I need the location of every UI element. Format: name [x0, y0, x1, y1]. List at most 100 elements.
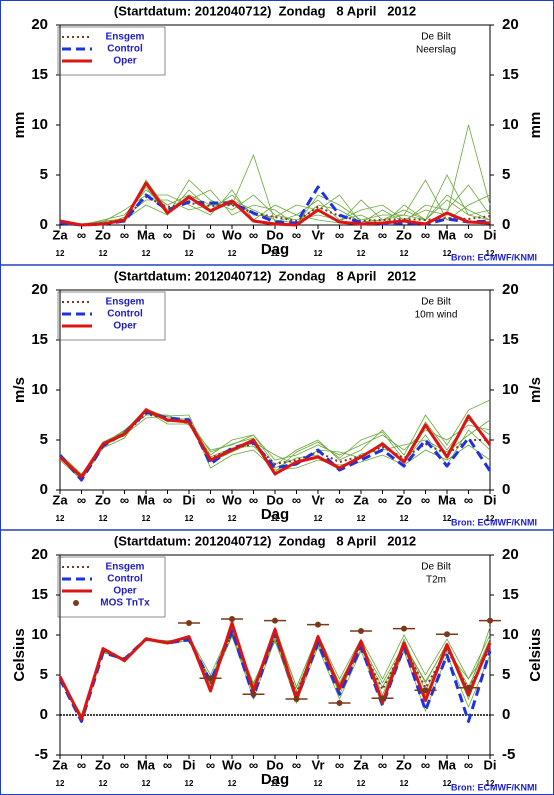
legend-label: Oper: [113, 586, 136, 597]
y2-tick-label: 10: [502, 381, 519, 398]
x-sublabel: 12: [486, 249, 495, 258]
mos-point: [487, 617, 493, 624]
y2-tick-label: 15: [502, 66, 519, 83]
x-tick-label: Ma: [137, 757, 156, 772]
mos-point: [444, 631, 450, 638]
x-sublabel: 12: [314, 249, 323, 258]
y-tick-label: 0: [40, 481, 48, 498]
x-sublabel: 12: [314, 779, 323, 788]
x-tick-label: ∞: [335, 492, 344, 507]
x-tick-label: ∞: [292, 757, 301, 772]
y-tick-label: -5: [35, 746, 48, 763]
ensemble-member: [59, 414, 491, 475]
x-tick-label: Di: [484, 757, 497, 772]
x-tick-label: Za: [52, 492, 68, 507]
x-tick-label: Di: [183, 492, 196, 507]
mos-point: [465, 684, 472, 691]
x-tick-label: ∞: [249, 227, 258, 242]
x-tick-label: ∞: [421, 492, 430, 507]
source: Bron: ECMWF/KNMI: [451, 782, 537, 792]
series-line: [58, 408, 492, 479]
x-tick-label: Zo: [95, 757, 111, 772]
y2-tick-label: 15: [502, 586, 519, 603]
y-tick-label: 10: [31, 381, 48, 398]
x-tick-label: ∞: [163, 492, 172, 507]
x-sublabel: 12: [486, 514, 495, 523]
x-sublabel: 12: [228, 514, 237, 523]
x-sublabel: 12: [142, 249, 151, 258]
x-tick-label: ∞: [292, 227, 301, 242]
x-tick-label: ∞: [249, 757, 258, 772]
variable: T2m: [426, 575, 446, 586]
x-sublabel: 12: [271, 514, 280, 523]
x-sublabel: 12: [357, 779, 366, 788]
x-sublabel: 12: [443, 514, 452, 523]
y2-tick-label: 0: [502, 216, 510, 233]
x-tick-label: ∞: [206, 492, 215, 507]
x-sublabel: 12: [400, 514, 409, 523]
x-tick-label: Vr: [311, 492, 324, 507]
x-tick-label: ∞: [77, 492, 86, 507]
mos-point: [422, 687, 429, 694]
x-tick-label: Za: [353, 757, 369, 772]
x-tick-label: Zo: [396, 757, 412, 772]
x-tick-label: ∞: [421, 757, 430, 772]
x-tick-label: Di: [484, 492, 497, 507]
y2-tick-label: 0: [502, 481, 510, 498]
x-sublabel: 12: [486, 779, 495, 788]
mos-point: [379, 695, 386, 702]
x-tick-label: ∞: [335, 757, 344, 772]
x-tick-label: Wo: [222, 492, 242, 507]
y2-axis-label: m/s: [527, 377, 544, 403]
x-sublabel: 12: [228, 779, 237, 788]
y2-axis-label: mm: [527, 112, 544, 139]
legend-label: Oper: [113, 56, 136, 67]
legend-label: Ensgem: [106, 297, 145, 308]
panel: (Startdatum: 2012040712) Zondag 8 April …: [0, 529, 554, 792]
y-tick-label: 20: [31, 546, 48, 563]
x-sublabel: 12: [99, 779, 108, 788]
x-tick-label: Ma: [438, 227, 457, 242]
series-line: [58, 410, 492, 482]
source: Bron: ECMWF/KNMI: [451, 252, 537, 262]
ensemble-member: [59, 124, 491, 226]
x-tick-label: ∞: [77, 757, 86, 772]
x-tick-label: ∞: [335, 227, 344, 242]
x-sublabel: 12: [56, 249, 65, 258]
y2-tick-label: 10: [502, 626, 519, 643]
x-tick-label: Zo: [95, 492, 111, 507]
legend-label: Control: [107, 574, 143, 585]
x-tick-label: Di: [484, 227, 497, 242]
mos-point: [401, 625, 407, 632]
station: De Bilt: [421, 562, 451, 573]
x-sublabel: 12: [142, 514, 151, 523]
x-tick-label: Zo: [95, 227, 111, 242]
y2-tick-label: 20: [502, 16, 519, 33]
chart-title: (Startdatum: 2012040712) Zondag 8 April …: [114, 268, 416, 283]
ensemble-member: [59, 627, 491, 719]
x-tick-label: ∞: [378, 757, 387, 772]
y2-tick-label: 5: [502, 431, 510, 448]
y-tick-label: 10: [31, 626, 48, 643]
chart-title: (Startdatum: 2012040712) Zondag 8 April …: [114, 3, 416, 18]
x-tick-label: Ma: [137, 492, 156, 507]
legend-label: Oper: [113, 321, 136, 332]
x-tick-label: Za: [353, 492, 369, 507]
legend-label: Ensgem: [106, 562, 145, 573]
x-tick-label: Ma: [438, 492, 457, 507]
y-tick-label: 20: [31, 16, 48, 33]
y-tick-label: 15: [31, 66, 48, 83]
y-tick-label: 5: [40, 166, 48, 183]
x-tick-label: ∞: [120, 227, 129, 242]
panel: (Startdatum: 2012040712) Zondag 8 April …: [0, 264, 554, 527]
legend-box: [57, 26, 166, 76]
y-tick-label: 20: [31, 281, 48, 298]
x-tick-label: Vr: [311, 227, 324, 242]
variable: Neerslag: [416, 45, 456, 56]
series-line: [58, 629, 492, 723]
x-tick-label: Di: [183, 227, 196, 242]
station: De Bilt: [421, 32, 451, 43]
x-tick-label: Do: [266, 492, 283, 507]
x-sublabel: 12: [228, 249, 237, 258]
